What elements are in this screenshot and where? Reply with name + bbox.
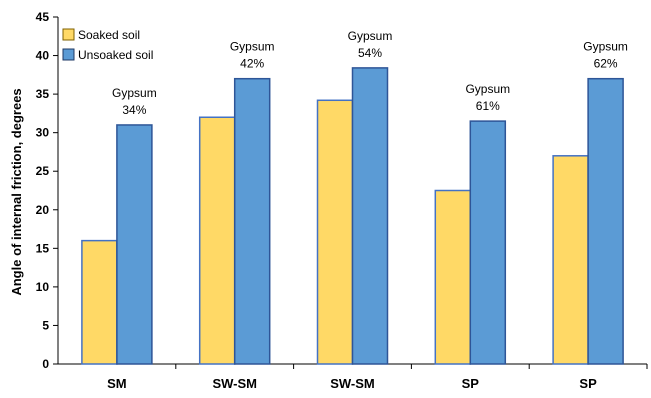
annotations: Gypsum 34% Gypsum 42% Gypsum 54% Gypsum 61% Gyps… [112, 29, 628, 117]
annotation-gypsum-percent: 62% [594, 57, 618, 71]
x-category-label: SP [462, 376, 480, 391]
y-tick-label: 15 [36, 241, 50, 255]
y-tick-label: 10 [36, 280, 50, 294]
bar-unsoaked [469, 120, 507, 365]
x-category-label: SP [579, 376, 597, 391]
y-tick-label: 30 [36, 126, 50, 140]
y-tick-label: 20 [36, 203, 50, 217]
legend: Soaked soil Unsoaked soil [62, 28, 153, 62]
x-category-label: SW-SM [330, 376, 375, 391]
bar-soaked [552, 155, 589, 365]
bar-soaked [316, 99, 354, 365]
legend-swatch-unsoaked [62, 48, 75, 61]
annotation-gypsum-label: Gypsum [112, 86, 157, 100]
y-tick-label: 40 [36, 49, 50, 63]
annotation-gypsum-percent: 34% [122, 103, 146, 117]
annotation-gypsum-percent: 54% [358, 46, 382, 60]
y-tick-label: 35 [36, 87, 50, 101]
annotation-gypsum-label: Gypsum [348, 29, 393, 43]
x-category-label: SW-SM [212, 376, 257, 391]
y-tick-label: 45 [36, 10, 50, 24]
y-tick-label: 5 [42, 318, 49, 332]
x-category-label: SM [107, 376, 127, 391]
bar-unsoaked [351, 67, 389, 365]
legend-label-soaked: Soaked soil [78, 28, 140, 42]
bars [81, 67, 624, 365]
bar-soaked [198, 116, 236, 365]
bar-unsoaked [587, 77, 624, 365]
y-axis-title-group: Angle of internal friction, degrees [9, 88, 24, 295]
bar-soaked [434, 189, 472, 365]
annotation-gypsum-label: Gypsum [465, 82, 510, 96]
y-tick-label: 25 [36, 164, 50, 178]
bar-unsoaked [116, 124, 153, 365]
annotation-gypsum-percent: 42% [240, 57, 264, 71]
legend-swatch-soaked [62, 28, 75, 41]
annotation-gypsum-label: Gypsum [583, 40, 628, 54]
y-ticks: 0 5 10 15 20 25 30 35 40 45 [36, 10, 58, 371]
y-tick-label: 0 [42, 357, 49, 371]
annotation-gypsum-percent: 61% [476, 99, 500, 113]
y-axis-title: Angle of internal friction, degrees [9, 88, 24, 295]
annotation-gypsum-label: Gypsum [230, 40, 275, 54]
x-ticks: SM SW-SM SW-SM SP SP [107, 364, 648, 391]
bar-unsoaked [233, 77, 271, 365]
bar-soaked [81, 239, 118, 365]
legend-label-unsoaked: Unsoaked soil [78, 48, 153, 62]
